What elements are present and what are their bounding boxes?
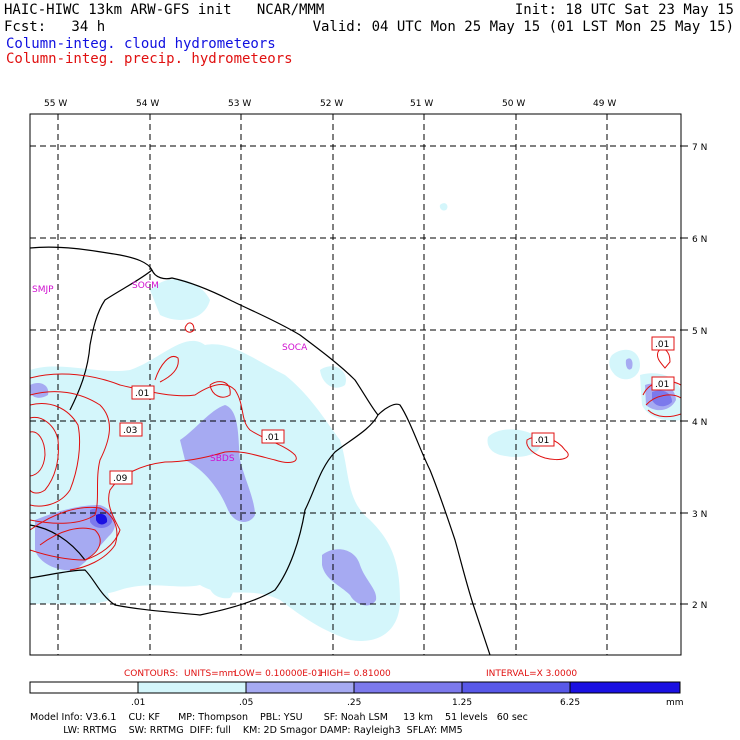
contour-label: .09 — [113, 474, 128, 484]
init-time: Init: 18 UTC Sat 23 May 15 — [514, 2, 734, 18]
contour-info: CONTOURS: UNITS=mm LOW= 0.10000E-01 HIGH… — [124, 669, 577, 679]
lat-ticks — [681, 145, 688, 605]
contour-label: .01 — [535, 436, 549, 446]
precip-contours — [30, 322, 681, 571]
contour-label: .01 — [655, 380, 669, 390]
coastline — [30, 246, 491, 655]
plot-title: HAIC-HIWC 13km ARW-GFS init NCAR/MMM — [4, 2, 325, 18]
station-smjp: SMJP — [32, 285, 54, 295]
contours-high: HIGH= 0.81000 — [320, 669, 391, 679]
lon-label: 50 W — [502, 99, 525, 109]
colorbar-tick: 1.25 — [452, 698, 472, 708]
latitude-labels: 7 N 6 N 5 N 4 N 3 N 2 N — [692, 143, 707, 611]
forecast-hour: Fcst: 34 h — [4, 19, 106, 35]
contour-label: .01 — [655, 340, 669, 350]
contours-interval: INTERVAL=X 3.0000 — [486, 669, 577, 679]
lat-label: 2 N — [692, 601, 707, 611]
colorbar-tick: .05 — [239, 698, 253, 708]
longitude-labels: 55 W 54 W 53 W 52 W 51 W 50 W 49 W — [44, 99, 616, 109]
contours-low: LOW= 0.10000E-01 — [234, 669, 323, 679]
lon-label: 54 W — [136, 99, 159, 109]
color-bar-ticks: .01 .05 .25 1.25 6.25 mm — [131, 698, 684, 708]
graticule — [30, 114, 681, 655]
map-frame — [29, 113, 682, 656]
lon-label: 49 W — [593, 99, 616, 109]
lat-label: 5 N — [692, 327, 707, 337]
colorbar-tick: .25 — [347, 698, 361, 708]
legend-precip-label: Column-integ. precip. hydrometeors — [6, 51, 293, 67]
colorbar-tick: 6.25 — [560, 698, 580, 708]
station-soca: SOCA — [282, 343, 308, 353]
lat-label: 3 N — [692, 510, 707, 520]
lat-label: 4 N — [692, 418, 707, 428]
contours-label: CONTOURS: — [124, 669, 178, 679]
station-socm: SOCM — [132, 281, 159, 291]
lon-label: 52 W — [320, 99, 343, 109]
lon-label: 53 W — [228, 99, 251, 109]
model-info-line2: LW: RRTMG SW: RRTMG DIFF: full KM: 2D Sm… — [30, 725, 463, 736]
color-bar — [29, 681, 681, 694]
contour-label: .01 — [135, 389, 149, 399]
colorbar-tick: .01 — [131, 698, 145, 708]
model-info-line1: Model Info: V3.6.1 CU: KF MP: Thompson P… — [30, 712, 528, 723]
station-sbds: SBDS — [210, 454, 235, 464]
cloud-fill-max — [96, 513, 108, 525]
lat-label: 7 N — [692, 143, 707, 153]
lat-label: 6 N — [692, 235, 707, 245]
valid-time: Valid: 04 UTC Mon 25 May 15 (01 LST Mon … — [312, 19, 734, 35]
model-info: Model Info: V3.6.1 CU: KF MP: Thompson P… — [30, 712, 528, 736]
contours-units: UNITS=mm — [184, 669, 236, 679]
legend-cloud-label: Column-integ. cloud hydrometeors — [6, 36, 276, 52]
colorbar-unit: mm — [666, 698, 684, 708]
lon-label: 51 W — [410, 99, 433, 109]
contour-value-labels: .01 .03 .09 .01 .01 .01 .01 — [109, 336, 675, 485]
contour-label: .03 — [123, 426, 137, 436]
contour-label: .01 — [265, 433, 279, 443]
lon-label: 55 W — [44, 99, 67, 109]
station-labels: SMJP SOCM SOCA SBDS — [32, 281, 308, 464]
